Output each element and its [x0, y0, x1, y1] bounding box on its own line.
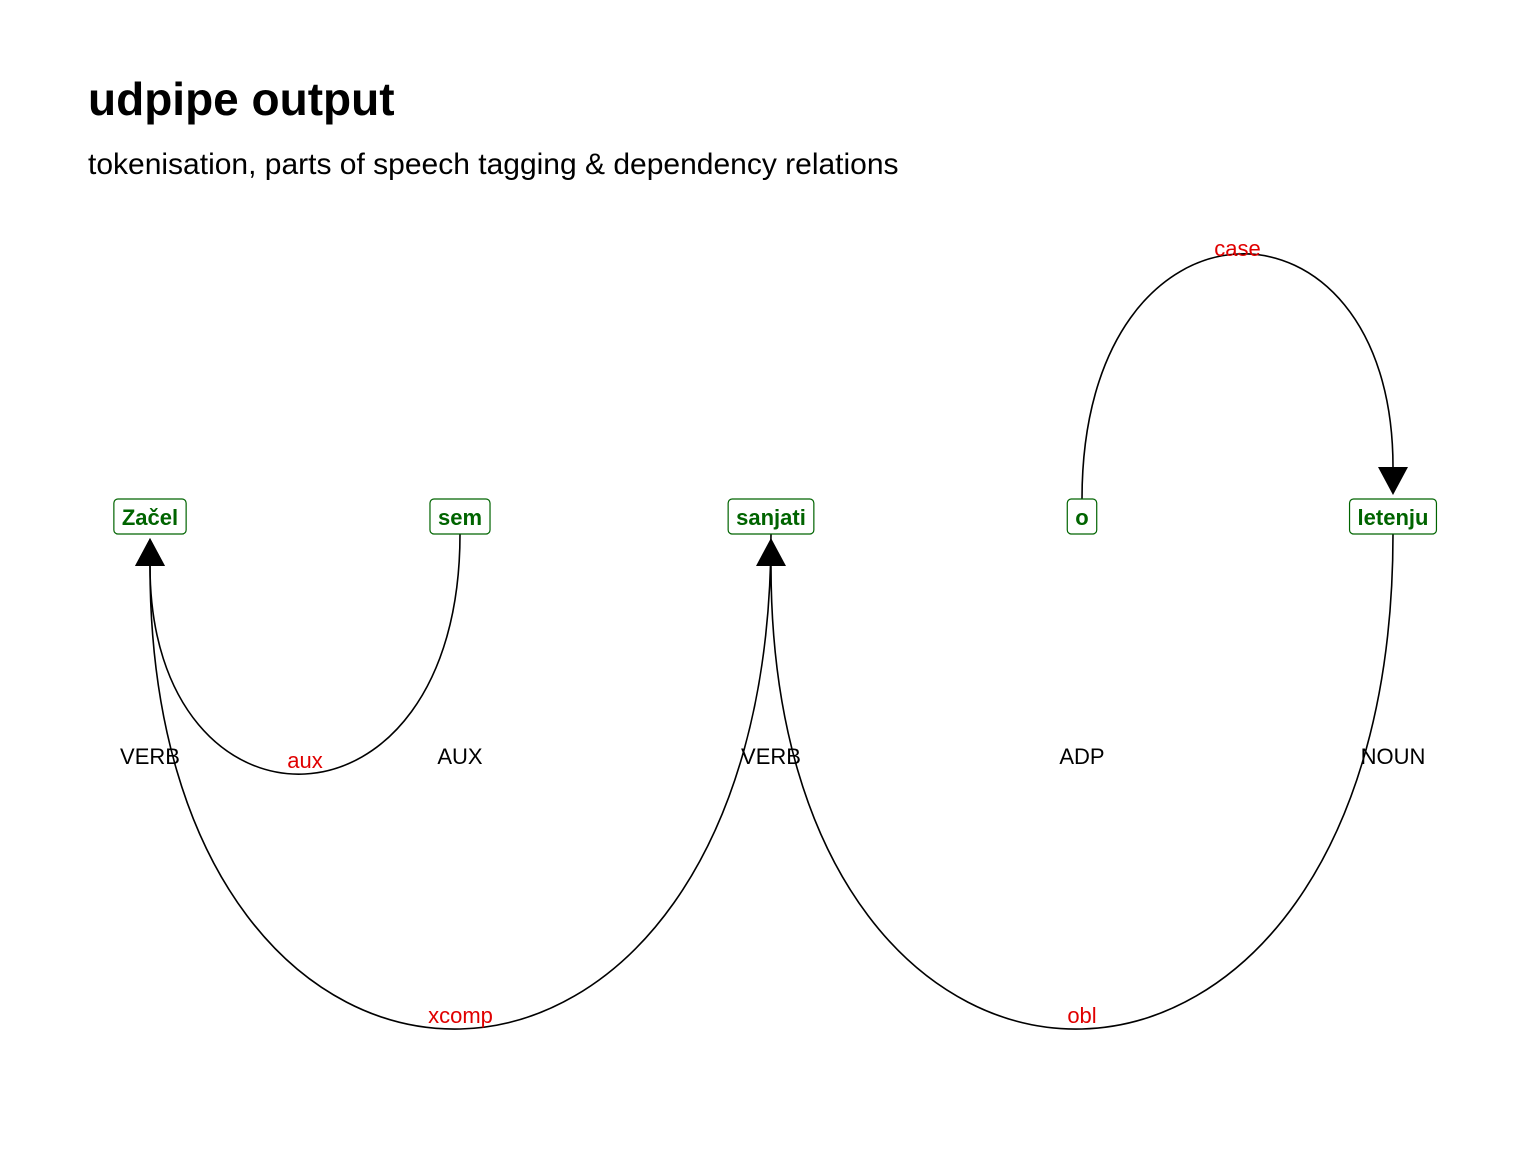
token-box-1 [429, 498, 491, 535]
arc-xcomp [149, 533, 772, 1030]
pos-tag-1: AUX [437, 744, 483, 769]
diagram-subtitle: tokenisation, parts of speech tagging & … [88, 148, 899, 181]
arc-case [1081, 253, 1394, 500]
diagram-title: udpipe output [88, 73, 395, 125]
token-1: sem [438, 505, 482, 530]
relation-label-case: case [1214, 236, 1260, 261]
token-4: letenju [1358, 505, 1429, 530]
pos-tag-2: VERB [741, 744, 801, 769]
token-3: o [1075, 505, 1088, 530]
token-box-3 [1066, 498, 1098, 535]
pos-tag-4: NOUN [1361, 744, 1426, 769]
token-box-4 [1348, 498, 1438, 535]
token-0: Začel [122, 505, 178, 530]
arrowhead-case [1378, 467, 1408, 495]
pos-tag-0: VERB [120, 744, 180, 769]
token-box-0 [113, 498, 187, 535]
arrowhead-obl [756, 538, 786, 566]
pos-tag-3: ADP [1059, 744, 1104, 769]
token-box-2 [727, 498, 815, 535]
arc-obl [770, 533, 1394, 1030]
token-2: sanjati [736, 505, 806, 530]
arrowhead-xcomp [135, 538, 165, 566]
relation-label-xcomp: xcomp [428, 1003, 493, 1028]
arc-aux [149, 533, 461, 775]
relation-label-aux: aux [287, 748, 322, 773]
relation-label-obl: obl [1067, 1003, 1096, 1028]
